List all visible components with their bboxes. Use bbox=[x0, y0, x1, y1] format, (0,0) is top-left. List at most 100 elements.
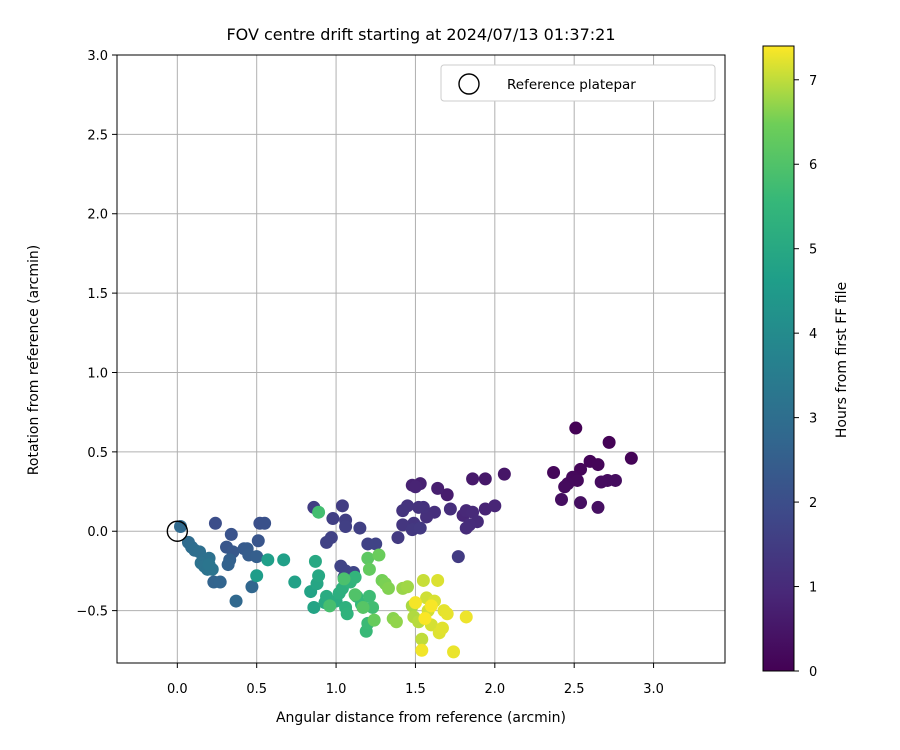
colorbar-gradient bbox=[762, 45, 795, 672]
data-point bbox=[224, 527, 238, 541]
data-point bbox=[408, 596, 422, 610]
y-axis-label: Rotation from reference (arcmin) bbox=[26, 245, 42, 475]
data-point bbox=[372, 548, 386, 562]
data-point bbox=[245, 580, 259, 594]
data-point bbox=[356, 600, 370, 614]
x-tick-label: 0.0 bbox=[167, 682, 188, 697]
colorbar-tick-label: 2 bbox=[809, 496, 817, 511]
data-point bbox=[415, 632, 429, 646]
data-point bbox=[337, 572, 351, 586]
data-point bbox=[369, 537, 383, 551]
data-point bbox=[424, 599, 438, 613]
y-tick-label: 1.5 bbox=[87, 287, 108, 302]
x-tick-label: 2.5 bbox=[564, 682, 585, 697]
colorbar-tick-label: 5 bbox=[809, 243, 817, 258]
axes-frame bbox=[116, 54, 726, 664]
y-tick-label: 0.0 bbox=[87, 525, 108, 540]
data-point bbox=[348, 570, 362, 584]
data-point bbox=[251, 534, 265, 548]
colorbar-tick-label: 4 bbox=[809, 327, 817, 342]
data-point bbox=[488, 499, 502, 513]
colorbar: 0 1 2 3 4 5 6 7 Hours from first FF file bbox=[762, 45, 850, 680]
data-point bbox=[312, 505, 326, 519]
grid bbox=[117, 54, 725, 663]
data-point bbox=[367, 613, 381, 627]
data-point bbox=[459, 610, 473, 624]
data-point bbox=[416, 573, 430, 587]
data-point bbox=[312, 569, 326, 583]
data-point bbox=[554, 492, 568, 506]
colorbar-tick-label: 7 bbox=[809, 74, 817, 89]
data-point bbox=[451, 550, 465, 564]
data-point bbox=[277, 553, 291, 567]
axis-ticks: 0.0 0.5 1.0 1.5 2.0 2.5 3.0 −0.5 0.0 0.5 1.0 1.5 2.0… bbox=[76, 49, 663, 697]
data-point bbox=[366, 600, 380, 614]
data-point bbox=[466, 472, 480, 486]
data-point bbox=[202, 558, 216, 572]
data-point bbox=[418, 612, 432, 626]
data-point bbox=[401, 580, 415, 594]
data-point bbox=[323, 599, 337, 613]
data-point bbox=[389, 615, 403, 629]
data-point bbox=[412, 500, 426, 514]
data-point bbox=[443, 502, 457, 516]
data-point bbox=[213, 575, 227, 589]
data-point bbox=[353, 521, 367, 535]
data-point bbox=[307, 600, 321, 614]
y-tick-label: −0.5 bbox=[76, 605, 108, 620]
y-tick-label: 3.0 bbox=[87, 49, 108, 64]
data-point bbox=[447, 645, 461, 659]
data-point bbox=[594, 475, 608, 489]
data-point bbox=[574, 462, 588, 476]
colorbar-ticks: 0 1 2 3 4 5 6 7 bbox=[794, 74, 817, 680]
data-point bbox=[208, 516, 222, 530]
data-point bbox=[408, 480, 422, 494]
y-tick-label: 2.5 bbox=[87, 128, 108, 143]
data-point bbox=[362, 562, 376, 576]
data-point bbox=[381, 581, 395, 595]
data-point bbox=[431, 573, 445, 587]
colorbar-tick-label: 6 bbox=[809, 158, 817, 173]
data-point bbox=[574, 496, 588, 510]
legend-label: Reference platepar bbox=[507, 77, 636, 93]
y-tick-label: 2.0 bbox=[87, 208, 108, 223]
data-point bbox=[413, 521, 427, 535]
reference-platepar-marker bbox=[166, 520, 189, 542]
data-point bbox=[335, 499, 349, 513]
chart-title: FOV centre drift starting at 2024/07/13 … bbox=[226, 25, 615, 44]
data-point bbox=[308, 554, 322, 568]
legend-marker-icon bbox=[458, 73, 480, 95]
data-point bbox=[440, 607, 454, 621]
data-point bbox=[361, 551, 375, 565]
data-point bbox=[497, 467, 511, 481]
data-point bbox=[221, 558, 235, 572]
x-tick-label: 3.0 bbox=[643, 682, 664, 697]
scatter-points bbox=[173, 421, 638, 659]
legend-box bbox=[440, 64, 716, 102]
data-point bbox=[250, 550, 264, 564]
x-axis-label: Angular distance from reference (arcmin) bbox=[276, 710, 566, 726]
data-point bbox=[396, 504, 410, 518]
reference-marker bbox=[166, 520, 189, 542]
colorbar-tick-label: 1 bbox=[809, 581, 817, 596]
plot-frame bbox=[116, 54, 726, 664]
data-point bbox=[250, 569, 264, 583]
data-point bbox=[569, 421, 583, 435]
y-tick-label: 1.0 bbox=[87, 366, 108, 381]
y-tick-label: 0.5 bbox=[87, 446, 108, 461]
data-point bbox=[229, 594, 243, 608]
data-point bbox=[591, 458, 605, 472]
data-point bbox=[391, 531, 405, 545]
data-point bbox=[362, 589, 376, 603]
colorbar-tick-label: 3 bbox=[809, 412, 817, 427]
data-point bbox=[591, 500, 605, 514]
data-point bbox=[258, 516, 272, 530]
data-point bbox=[608, 473, 622, 487]
x-tick-label: 1.0 bbox=[326, 682, 347, 697]
x-tick-label: 0.5 bbox=[246, 682, 267, 697]
data-point bbox=[431, 481, 445, 495]
data-point bbox=[348, 588, 362, 602]
data-point bbox=[478, 472, 492, 486]
colorbar-tick-label: 0 bbox=[809, 665, 817, 680]
x-tick-label: 1.5 bbox=[405, 682, 426, 697]
